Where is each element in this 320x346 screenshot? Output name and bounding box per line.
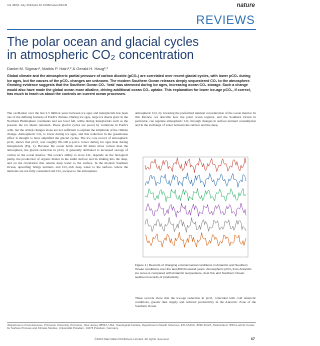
figure-trace xyxy=(144,202,247,218)
affiliations: ¹Department of Geosciences, Princeton Un… xyxy=(7,322,256,334)
header-rule xyxy=(7,29,256,30)
figure-graphic xyxy=(142,156,249,258)
journal-name: nature xyxy=(236,3,255,9)
body-text: These records show that the ice-age redu… xyxy=(135,296,256,309)
copyright: ©2010 Macmillan Publishers Limited. All … xyxy=(94,337,169,341)
issue-line: Vol 466|1 July 2010|doi:10.1038/nature09… xyxy=(7,3,68,7)
figure-trace xyxy=(144,232,247,248)
figure-trace xyxy=(144,217,247,233)
figure-trace xyxy=(144,157,247,173)
authors: Daniel M. Sigman¹, Mathis P. Hain¹,² & G… xyxy=(7,66,108,71)
page: {"header": {"issue": "Vol 466|1 July 201… xyxy=(7,3,256,341)
figure-trace xyxy=(144,172,247,188)
figure xyxy=(135,155,256,263)
figure-trace xyxy=(144,187,247,203)
section-label: REVIEWS xyxy=(196,13,255,27)
page-number: 47 xyxy=(250,336,255,341)
article-title: The polar ocean and glacial cycles in at… xyxy=(7,36,199,62)
body-text: atmospheric CO₂ by lowering the preforme… xyxy=(135,111,256,128)
figure-frame xyxy=(142,156,249,258)
figure-caption: Figure 1 | Records of changing environme… xyxy=(135,264,252,279)
abstract: Global climate and the atmospheric parti… xyxy=(7,74,251,97)
body-text: The oscillation over the last 2.5 millio… xyxy=(7,111,128,174)
